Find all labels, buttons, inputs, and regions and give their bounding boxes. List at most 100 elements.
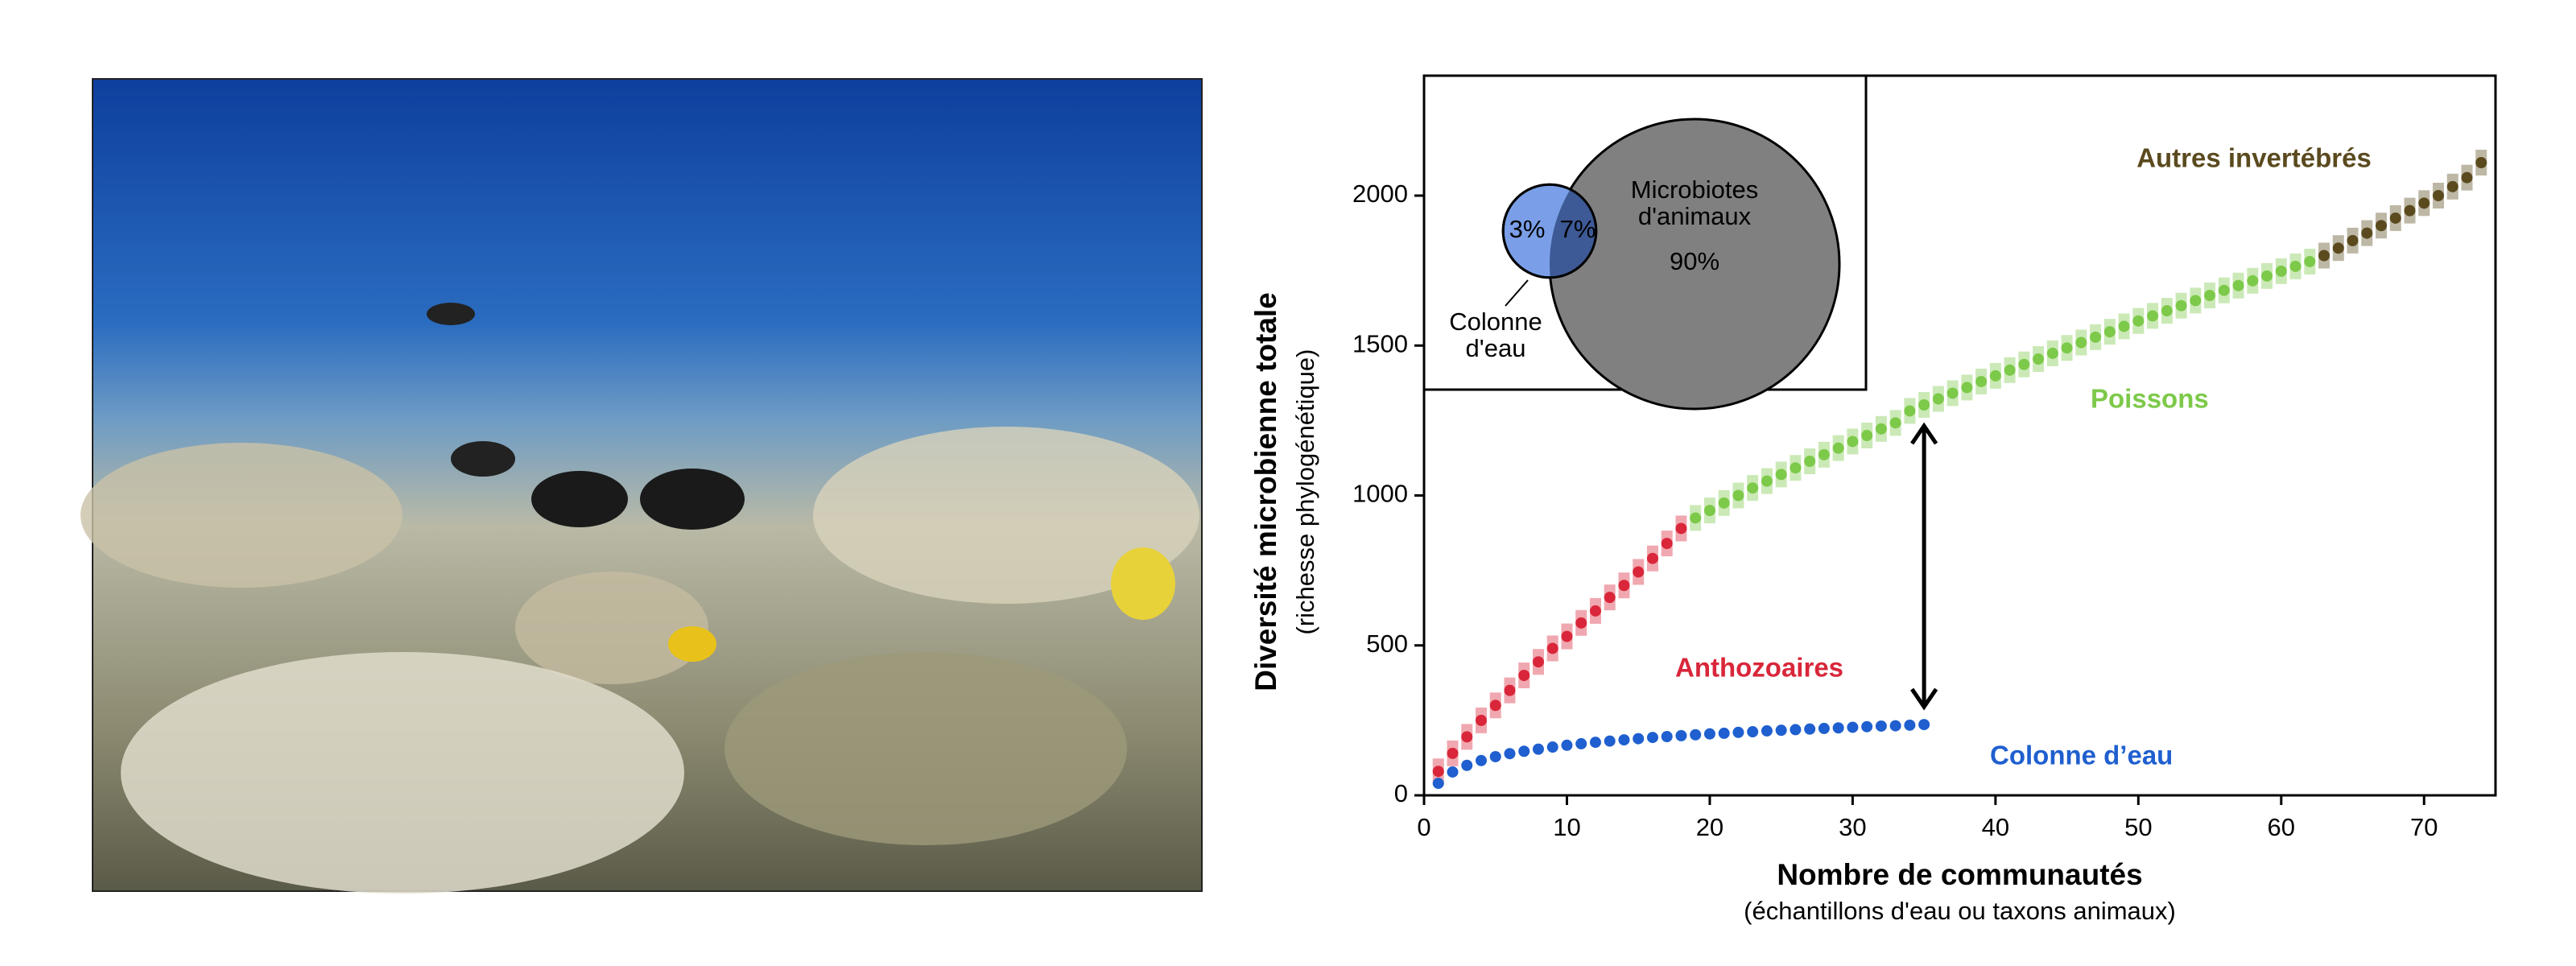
point — [2318, 250, 2330, 262]
point — [2347, 234, 2359, 246]
venn-water-label: Colonne — [1449, 308, 1542, 336]
point — [1461, 759, 1473, 771]
point — [1775, 724, 1787, 737]
point — [2175, 299, 2187, 312]
point — [1447, 747, 1459, 759]
point — [1747, 482, 1759, 494]
y-tick-label: 1000 — [1352, 480, 1408, 508]
arrow-head — [1910, 422, 1938, 445]
point — [1532, 743, 1544, 755]
point — [2275, 265, 2287, 277]
point — [1904, 719, 1916, 731]
point — [1889, 417, 1901, 429]
point — [2461, 171, 2473, 184]
point — [1675, 729, 1687, 741]
point — [1761, 724, 1773, 737]
point — [1546, 741, 1558, 753]
point — [2404, 204, 2416, 217]
point — [1646, 732, 1658, 744]
point — [1661, 730, 1673, 742]
y-axis-sublabel: (richesse phylogénétique) — [1291, 349, 1319, 635]
point — [1561, 630, 1573, 642]
point — [1804, 456, 1816, 468]
series-label: Poissons — [2091, 384, 2209, 414]
point — [1703, 728, 1715, 740]
point — [2361, 227, 2373, 239]
point — [1889, 720, 1901, 732]
point — [1518, 745, 1530, 758]
point — [2090, 331, 2102, 343]
venn-value: 7% — [1560, 215, 1596, 243]
x-tick-label: 50 — [2124, 813, 2152, 841]
point — [2204, 290, 2216, 302]
x-tick-label: 40 — [1982, 813, 2009, 841]
point — [1847, 436, 1859, 448]
point — [1747, 726, 1759, 738]
point — [1618, 734, 1630, 746]
point — [2475, 157, 2487, 169]
point — [1633, 733, 1645, 745]
point — [2061, 342, 2073, 354]
point — [1690, 729, 1702, 741]
point — [1718, 727, 1730, 739]
point — [1518, 670, 1530, 681]
point — [1775, 469, 1787, 481]
point — [1961, 382, 1973, 394]
point — [1847, 721, 1859, 733]
point — [1861, 720, 1873, 733]
point — [1604, 592, 1616, 604]
point — [1989, 369, 2001, 382]
x-tick-label: 60 — [2268, 813, 2295, 841]
point — [2118, 320, 2130, 332]
point — [1432, 778, 1444, 790]
point — [2418, 197, 2430, 209]
x-tick-label: 70 — [2410, 813, 2438, 841]
point — [1946, 387, 1959, 399]
point — [1932, 393, 1944, 405]
point — [1790, 724, 1802, 736]
point — [2190, 295, 2202, 307]
point — [1633, 566, 1645, 578]
point — [1575, 617, 1587, 629]
point — [2376, 220, 2388, 232]
point — [2004, 364, 2016, 376]
point — [1475, 754, 1487, 766]
point — [1504, 684, 1516, 696]
venn-value: 3% — [1509, 215, 1546, 243]
point — [2389, 212, 2401, 224]
y-tick-label: 500 — [1366, 630, 1408, 658]
point — [1818, 722, 1830, 734]
x-tick-label: 10 — [1553, 813, 1580, 841]
arrow-head — [1910, 687, 1938, 711]
point — [1875, 720, 1887, 732]
point — [2075, 336, 2087, 349]
point — [1461, 731, 1473, 743]
point — [1475, 714, 1487, 726]
x-tick-label: 0 — [1417, 813, 1430, 841]
y-tick-label: 0 — [1394, 779, 1408, 807]
venn-value: 90% — [1670, 247, 1719, 275]
point — [2289, 260, 2301, 272]
venn-animal-label: d'animaux — [1638, 202, 1752, 230]
point — [2033, 353, 2045, 365]
point — [1675, 522, 1687, 535]
point — [1804, 723, 1816, 735]
point — [2446, 180, 2458, 192]
point — [1832, 722, 1844, 734]
plot-frame — [1422, 74, 2497, 797]
point — [1732, 726, 1744, 738]
point — [1661, 538, 1673, 550]
point — [2103, 326, 2116, 338]
point — [2161, 305, 2173, 317]
point — [2261, 270, 2273, 282]
series-label: Autres invertébrés — [2136, 143, 2372, 173]
venn-water-label: d'eau — [1466, 334, 1526, 362]
point — [2433, 190, 2445, 201]
venn-water-outline — [1501, 183, 1598, 279]
point — [1604, 735, 1616, 747]
point — [1918, 399, 1930, 411]
point — [2247, 275, 2259, 287]
point — [2332, 242, 2344, 254]
venn-overlap — [1550, 184, 1596, 278]
